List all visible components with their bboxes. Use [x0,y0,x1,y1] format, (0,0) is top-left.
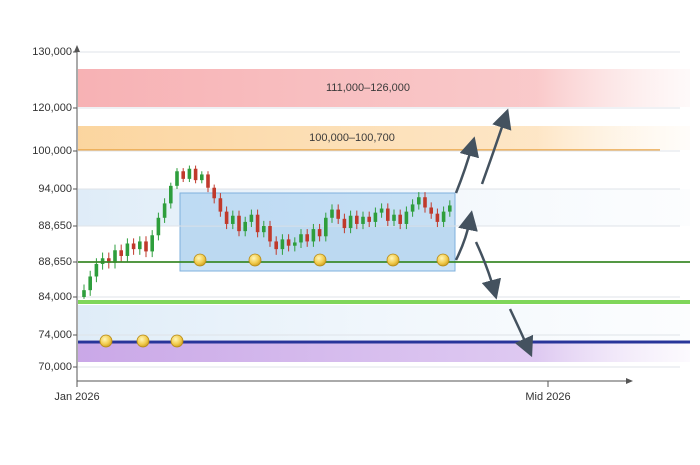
candle-body [262,226,266,233]
candle-body [311,229,316,242]
candle-body [361,216,365,224]
candle-body [119,250,123,256]
y-tick-label: 100,000 [32,145,72,157]
candle-body [355,215,359,224]
axes: 130,000 120,000 100,000 94,000 88,650 88,650 8… [32,46,78,373]
arrow [454,210,478,261]
resistance-zone [78,126,690,150]
arrow [508,308,534,358]
candle-body [255,214,260,233]
y-tick-label: 88,650 [38,220,72,232]
touch-marker [436,253,450,267]
candle-body [379,208,384,213]
candle-body [181,171,185,179]
candle-body [448,205,452,212]
candle-body [423,197,427,208]
candle-body [138,241,142,250]
candle-body [206,174,210,188]
candle-body [392,214,396,221]
candle-body [200,174,204,181]
candle-body [193,168,198,181]
zone-label: 100,000–100,700 [309,132,395,144]
candle-body [249,214,254,222]
arrow [480,108,512,185]
y-tick-label: 88,650 [38,256,72,268]
candle-body [386,208,390,221]
x-tick-label: Jan 2026 [54,391,99,403]
candle-body [212,187,216,199]
candle-body [373,212,378,222]
support-zone [78,305,690,340]
candle-body [156,217,161,236]
candle-body [435,213,440,222]
candle-body [268,226,272,242]
candle-body [293,242,297,246]
y-tick-label: 70,000 [38,361,72,373]
candle-body [113,250,117,263]
candle-body [94,263,99,277]
candle-body [404,211,409,224]
touch-marker [386,253,400,267]
candle-body [144,241,148,252]
candles [82,165,452,299]
arrow [474,241,502,300]
candle-body [100,258,105,264]
bands [78,69,690,362]
candle-body [162,203,167,218]
resistance-zone [78,69,690,107]
candle-body [243,221,247,232]
candle-body [187,168,192,179]
zone-label: 111,000–126,000 [326,82,410,94]
candle-body [317,229,322,237]
candle-body [280,239,285,250]
touch-marker [193,253,207,267]
candle-body [299,234,303,243]
candle-body [348,215,353,229]
candle-body [88,276,92,291]
candle-body [441,211,446,222]
candle-body [169,185,173,204]
candle-body [286,239,291,246]
candle-body [305,234,309,242]
y-tick-label: 84,000 [38,291,72,303]
candle-body [336,209,340,219]
support-zone [78,342,690,362]
y-tick-label: 120,000 [32,102,72,114]
candle-body [330,209,334,218]
y-tick-label: 130,000 [32,46,72,58]
touch-marker [313,253,327,267]
arrow [454,136,480,194]
candle-body [398,214,402,224]
scenario-arrows [454,108,534,358]
candle-body [131,243,136,250]
candle-body [237,215,241,232]
y-tick-label: 94,000 [38,183,72,195]
candle-body [224,211,229,224]
candle-body [367,216,371,222]
touch-marker [99,334,113,348]
touch-marker [248,253,262,267]
candle-body [274,241,278,250]
x-tick-label: Mid 2026 [525,391,570,403]
candle-body [429,207,433,214]
touch-markers [99,253,450,348]
candle-body [417,197,421,205]
candle-body [150,235,154,252]
candle-body [410,204,415,212]
candle-body [82,290,86,297]
touch-marker [170,334,184,348]
candle-body [324,217,328,237]
candle-body [107,258,111,263]
candle-body [218,198,223,212]
candle-body [125,243,130,256]
candle-body [342,218,347,229]
touch-marker [136,334,150,348]
y-tick-label: 74,000 [38,329,72,341]
candle-body [175,171,179,186]
candle-body [231,215,235,224]
